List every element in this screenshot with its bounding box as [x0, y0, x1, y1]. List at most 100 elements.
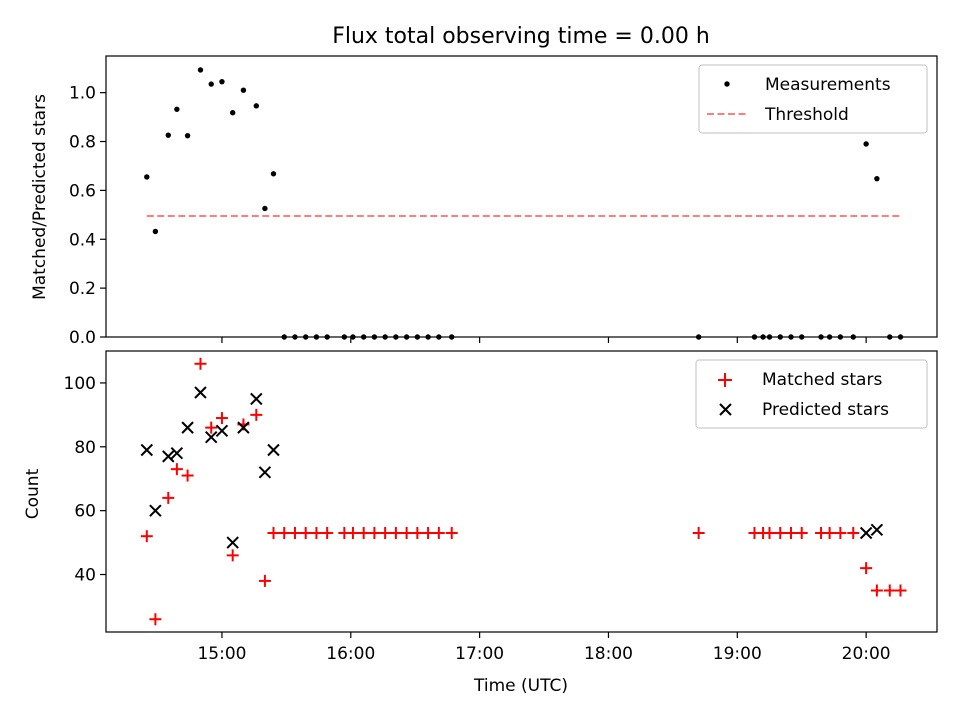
matched-star-marker: [400, 527, 413, 540]
predicted-star-marker: [149, 504, 162, 517]
matched-star-marker: [379, 527, 392, 540]
predicted-star-marker: [181, 421, 194, 434]
top-plot-area: [144, 67, 904, 340]
measurement-point: [837, 334, 844, 340]
measurement-point: [371, 334, 378, 340]
top-axes-frame: [105, 55, 938, 338]
measurement-point: [197, 67, 204, 73]
measurement-point: [219, 78, 225, 85]
matched-star-marker: [763, 527, 776, 540]
matched-star-marker: [870, 584, 883, 597]
predicted-star-marker: [170, 446, 184, 460]
bottom-legend-box: [695, 359, 928, 429]
measurements-legend-marker: [724, 81, 730, 87]
measurement-point: [874, 175, 880, 182]
bottom-x-tick-label: 17:00: [455, 644, 504, 664]
matched-star-marker: [267, 527, 280, 540]
measurement-point: [777, 334, 783, 340]
top-y-axis: 0.0 0.2 0.4 0.6 0.8 1.0: [69, 84, 106, 348]
measurement-point: [341, 334, 348, 340]
matched-star-marker: [894, 584, 907, 597]
measurement-point: [302, 334, 309, 340]
measurements-legend-label: Measurements: [765, 75, 891, 95]
matched-star-marker: [432, 527, 445, 540]
measurement-point: [382, 334, 388, 340]
measurement-point: [360, 334, 367, 340]
matched-star-marker: [422, 527, 435, 540]
matched-star-marker: [368, 527, 381, 540]
measurement-point: [850, 334, 856, 340]
top-y-tick-label: 1.0: [69, 84, 96, 104]
measurement-point: [393, 334, 399, 340]
matched-star-marker: [883, 584, 896, 597]
bottom-x-tick-label: 19:00: [713, 644, 762, 664]
measurement-point: [695, 334, 702, 340]
predicted-legend-label: Predicted stars: [762, 400, 889, 420]
bottom-y-tick-label: 80: [74, 438, 96, 458]
matched-star-marker: [299, 527, 312, 540]
matched-star-marker: [310, 527, 323, 540]
measurement-point: [436, 334, 442, 340]
matched-star-marker: [140, 530, 153, 543]
measurement-point: [152, 228, 159, 235]
matched-star-marker: [795, 527, 808, 540]
matched-star-marker: [215, 412, 228, 425]
predicted-star-marker: [140, 443, 154, 457]
measurement-point: [262, 205, 268, 212]
matched-star-marker: [847, 527, 860, 540]
predicted-star-marker: [250, 392, 263, 406]
measurement-point: [403, 334, 410, 340]
top-y-tick-label: 0.4: [69, 230, 96, 250]
measurement-point: [313, 334, 320, 340]
predicted-star-marker: [258, 466, 272, 479]
matched-star-marker: [445, 527, 458, 540]
top-y-axis-label: Matched/Predicted stars: [30, 94, 50, 300]
matched-star-marker: [692, 527, 705, 540]
matched-legend-label: Matched stars: [762, 370, 882, 390]
measurement-point: [350, 334, 356, 340]
bottom-x-tick-label: 20:00: [842, 644, 891, 664]
matched-star-marker: [205, 421, 218, 434]
measurement-point: [184, 132, 191, 139]
measurement-point: [253, 103, 260, 109]
matched-star-marker: [860, 562, 873, 575]
matched-star-marker: [250, 408, 263, 421]
matched-star-marker: [411, 527, 424, 540]
bottom-x-axis: 15:00 16:00 17:00 18:00 19:00 20:00: [197, 632, 891, 664]
measurement-point: [414, 334, 421, 340]
measurement-point: [818, 334, 824, 340]
bottom-x-tick-label: 15:00: [197, 644, 246, 664]
matched-star-marker: [170, 463, 183, 476]
matched-star-marker: [288, 527, 301, 540]
matched-star-marker: [181, 469, 194, 482]
matched-star-marker: [162, 491, 175, 504]
measurement-point: [144, 174, 150, 180]
bottom-y-tick-label: 60: [74, 502, 96, 522]
predicted-star-marker: [205, 431, 218, 444]
matched-star-marker: [149, 613, 162, 626]
top-y-tick-label: 0.0: [69, 328, 96, 348]
measurement-point: [240, 87, 247, 93]
matched-star-marker: [258, 574, 271, 587]
measurement-point: [766, 334, 773, 340]
top-legend-box: [698, 64, 928, 134]
matched-star-marker: [321, 527, 334, 540]
predicted-star-marker: [859, 526, 873, 540]
top-legend: Measurements Threshold: [698, 64, 928, 134]
measurement-point: [165, 132, 171, 138]
bottom-y-axis-label: Count: [23, 468, 43, 519]
top-y-tick-label: 0.8: [69, 133, 96, 153]
measurement-point: [281, 334, 287, 340]
matched-star-marker: [357, 527, 370, 540]
predicted-star-marker: [226, 536, 239, 549]
figure-title: Flux total observing time = 0.00 h: [332, 24, 710, 49]
measurement-point: [270, 171, 277, 177]
bottom-y-tick-label: 100: [64, 374, 96, 394]
predicted-star-marker: [215, 424, 229, 438]
measurement-point: [826, 334, 833, 340]
predicted-star-marker: [194, 386, 207, 399]
matched-star-marker: [784, 527, 797, 540]
matched-star-marker: [389, 527, 402, 540]
bottom-axes-frame: [105, 350, 938, 633]
